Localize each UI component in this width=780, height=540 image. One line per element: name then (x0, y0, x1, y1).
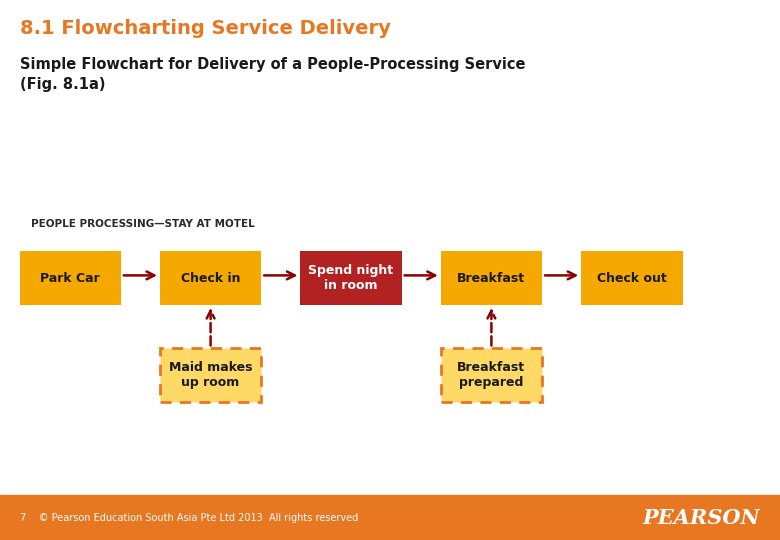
Text: Check out: Check out (597, 272, 667, 285)
FancyBboxPatch shape (20, 251, 121, 305)
FancyBboxPatch shape (300, 251, 402, 305)
FancyBboxPatch shape (441, 251, 542, 305)
Text: PEOPLE PROCESSING—STAY AT MOTEL: PEOPLE PROCESSING—STAY AT MOTEL (31, 219, 255, 229)
Text: Breakfast
prepared: Breakfast prepared (457, 361, 526, 389)
Text: Simple Flowchart for Delivery of a People-Processing Service
(Fig. 8.1a): Simple Flowchart for Delivery of a Peopl… (20, 57, 525, 91)
Text: Spend night
in room: Spend night in room (308, 264, 394, 292)
Text: Check in: Check in (181, 272, 240, 285)
FancyBboxPatch shape (581, 251, 682, 305)
FancyBboxPatch shape (160, 251, 261, 305)
Bar (0, 495, 780, 540)
Text: Park Car: Park Car (41, 272, 100, 285)
Text: Breakfast: Breakfast (457, 272, 526, 285)
FancyBboxPatch shape (441, 348, 542, 402)
Text: 8.1 Flowcharting Service Delivery: 8.1 Flowcharting Service Delivery (20, 19, 390, 38)
Text: 7    © Pearson Education South Asia Pte Ltd 2013  All rights reserved: 7 © Pearson Education South Asia Pte Ltd… (20, 512, 358, 523)
FancyBboxPatch shape (160, 348, 261, 402)
Text: Maid makes
up room: Maid makes up room (168, 361, 253, 389)
Text: PEARSON: PEARSON (643, 508, 760, 528)
